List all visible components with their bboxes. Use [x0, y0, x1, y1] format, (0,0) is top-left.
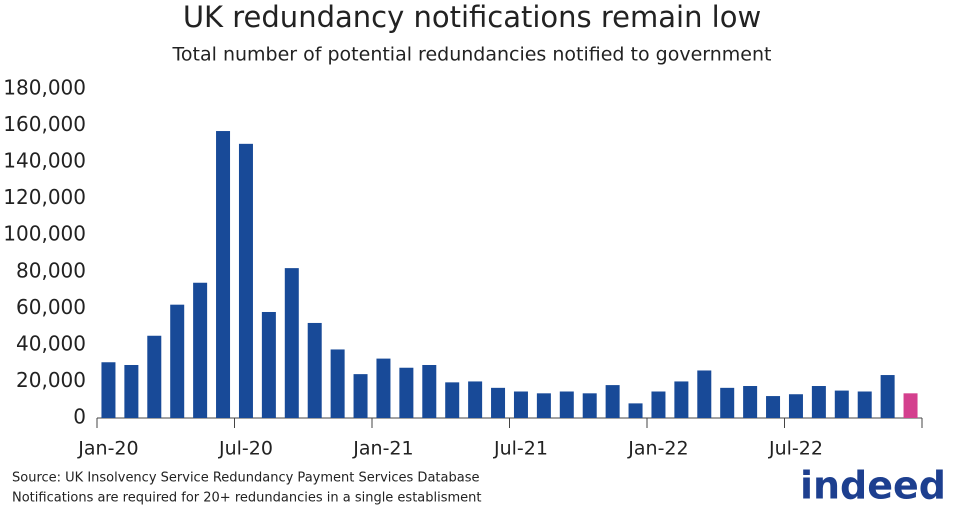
x-tick-label: Jul-21: [493, 438, 548, 460]
y-tick-label: 40,000: [16, 331, 86, 355]
bar: [491, 387, 506, 418]
bar: [628, 403, 643, 418]
y-tick-label: 0: [73, 405, 86, 429]
y-tick-label: 160,000: [3, 112, 86, 136]
bar: [811, 386, 826, 418]
bar: [147, 335, 162, 418]
bar: [559, 391, 574, 418]
bar: [674, 381, 689, 418]
x-tick-label: Jul-22: [768, 438, 823, 460]
y-tick-label: 180,000: [3, 76, 86, 100]
footnote: Notifications are required for 20+ redun…: [12, 491, 482, 506]
bar: [651, 391, 666, 418]
bar: [605, 385, 620, 418]
bar: [788, 394, 803, 418]
x-tick-label: Jan-20: [77, 438, 138, 460]
y-tick-label: 100,000: [3, 222, 86, 246]
bar: [513, 391, 528, 418]
bar: [720, 387, 735, 418]
bar: [193, 282, 208, 418]
bar: [353, 374, 368, 418]
bar: [422, 364, 437, 418]
bar: [880, 375, 895, 418]
logo: indeed: [800, 464, 946, 508]
bar: [376, 358, 391, 418]
y-tick-label: 60,000: [16, 295, 86, 319]
y-tick-label: 120,000: [3, 185, 86, 209]
bar: [399, 367, 414, 418]
y-tick-label: 20,000: [16, 368, 86, 392]
bar: [170, 304, 185, 418]
bar: [445, 382, 460, 418]
bar: [857, 391, 872, 418]
bar: [536, 393, 551, 418]
bar: [743, 386, 758, 418]
bar: [582, 393, 597, 418]
x-tick-label: Jan-21: [352, 438, 413, 460]
bar: [101, 362, 116, 418]
bar: [330, 349, 345, 418]
bar: [307, 322, 322, 418]
chart-subtitle: Total number of potential redundancies n…: [172, 44, 772, 66]
bar: [903, 393, 918, 418]
bar: [766, 396, 781, 418]
bar: [468, 381, 483, 418]
bar: [834, 390, 849, 418]
y-tick-label: 80,000: [16, 258, 86, 282]
x-tick-label: Jan-22: [627, 438, 688, 460]
bar: [261, 311, 276, 418]
chart-title: UK redundancy notifications remain low: [183, 0, 761, 34]
bar: [284, 268, 299, 418]
x-tick-label: Jul-20: [218, 438, 273, 460]
bar: [124, 364, 139, 418]
bar: [238, 143, 253, 419]
y-tick-label: 140,000: [3, 149, 86, 173]
source-note: Source: UK Insolvency Service Redundancy…: [12, 471, 479, 486]
bar: [216, 131, 231, 419]
bar: [697, 370, 712, 418]
